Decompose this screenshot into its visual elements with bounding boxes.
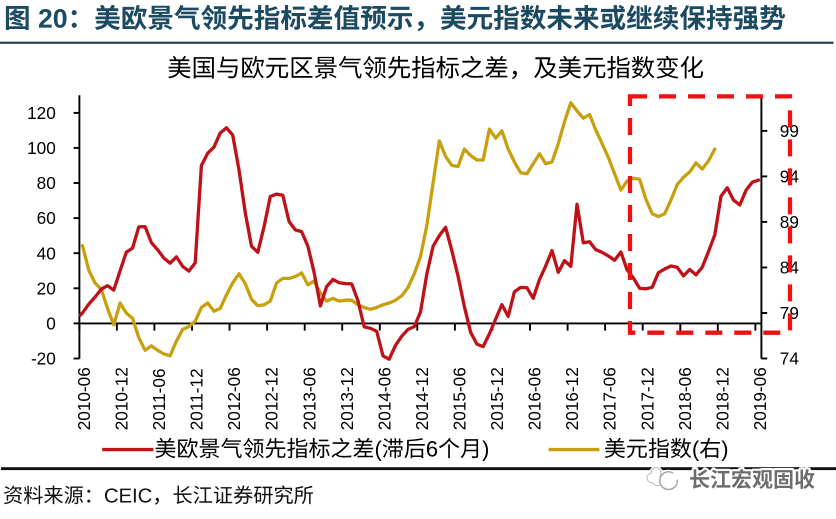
svg-text:2015-12: 2015-12 [487,367,507,430]
svg-text:2011-06: 2011-06 [149,368,169,430]
svg-text:20: 20 [37,278,56,298]
svg-text:79: 79 [780,303,799,323]
svg-text:2010-06: 2010-06 [74,367,94,430]
svg-text:2019-06: 2019-06 [750,367,770,430]
svg-text:2013-06: 2013-06 [299,367,319,430]
svg-text:60: 60 [37,208,56,228]
svg-text:2015-06: 2015-06 [450,367,470,430]
svg-text:2016-12: 2016-12 [562,367,582,430]
svg-text:89: 89 [780,212,799,232]
svg-text:0: 0 [46,314,56,334]
svg-text:2018-06: 2018-06 [675,367,695,430]
svg-text:99: 99 [780,121,799,141]
svg-text:2016-06: 2016-06 [525,367,545,430]
svg-text:2010-12: 2010-12 [112,367,132,430]
svg-text:2013-12: 2013-12 [337,367,357,430]
svg-text:2012-06: 2012-06 [224,367,244,430]
svg-text:120: 120 [27,103,56,123]
svg-text:40: 40 [37,243,56,263]
svg-text:2017-12: 2017-12 [637,367,657,430]
svg-text:2014-06: 2014-06 [374,367,394,430]
svg-text:100: 100 [27,138,56,158]
svg-text:-20: -20 [31,349,56,369]
svg-text:80: 80 [37,173,56,193]
svg-text:2018-12: 2018-12 [712,367,732,430]
svg-text:2012-12: 2012-12 [262,367,282,430]
svg-text:2011-12: 2011-12 [187,368,207,430]
svg-text:74: 74 [780,349,800,369]
svg-text:2017-06: 2017-06 [600,367,620,430]
svg-text:2014-12: 2014-12 [412,367,432,430]
